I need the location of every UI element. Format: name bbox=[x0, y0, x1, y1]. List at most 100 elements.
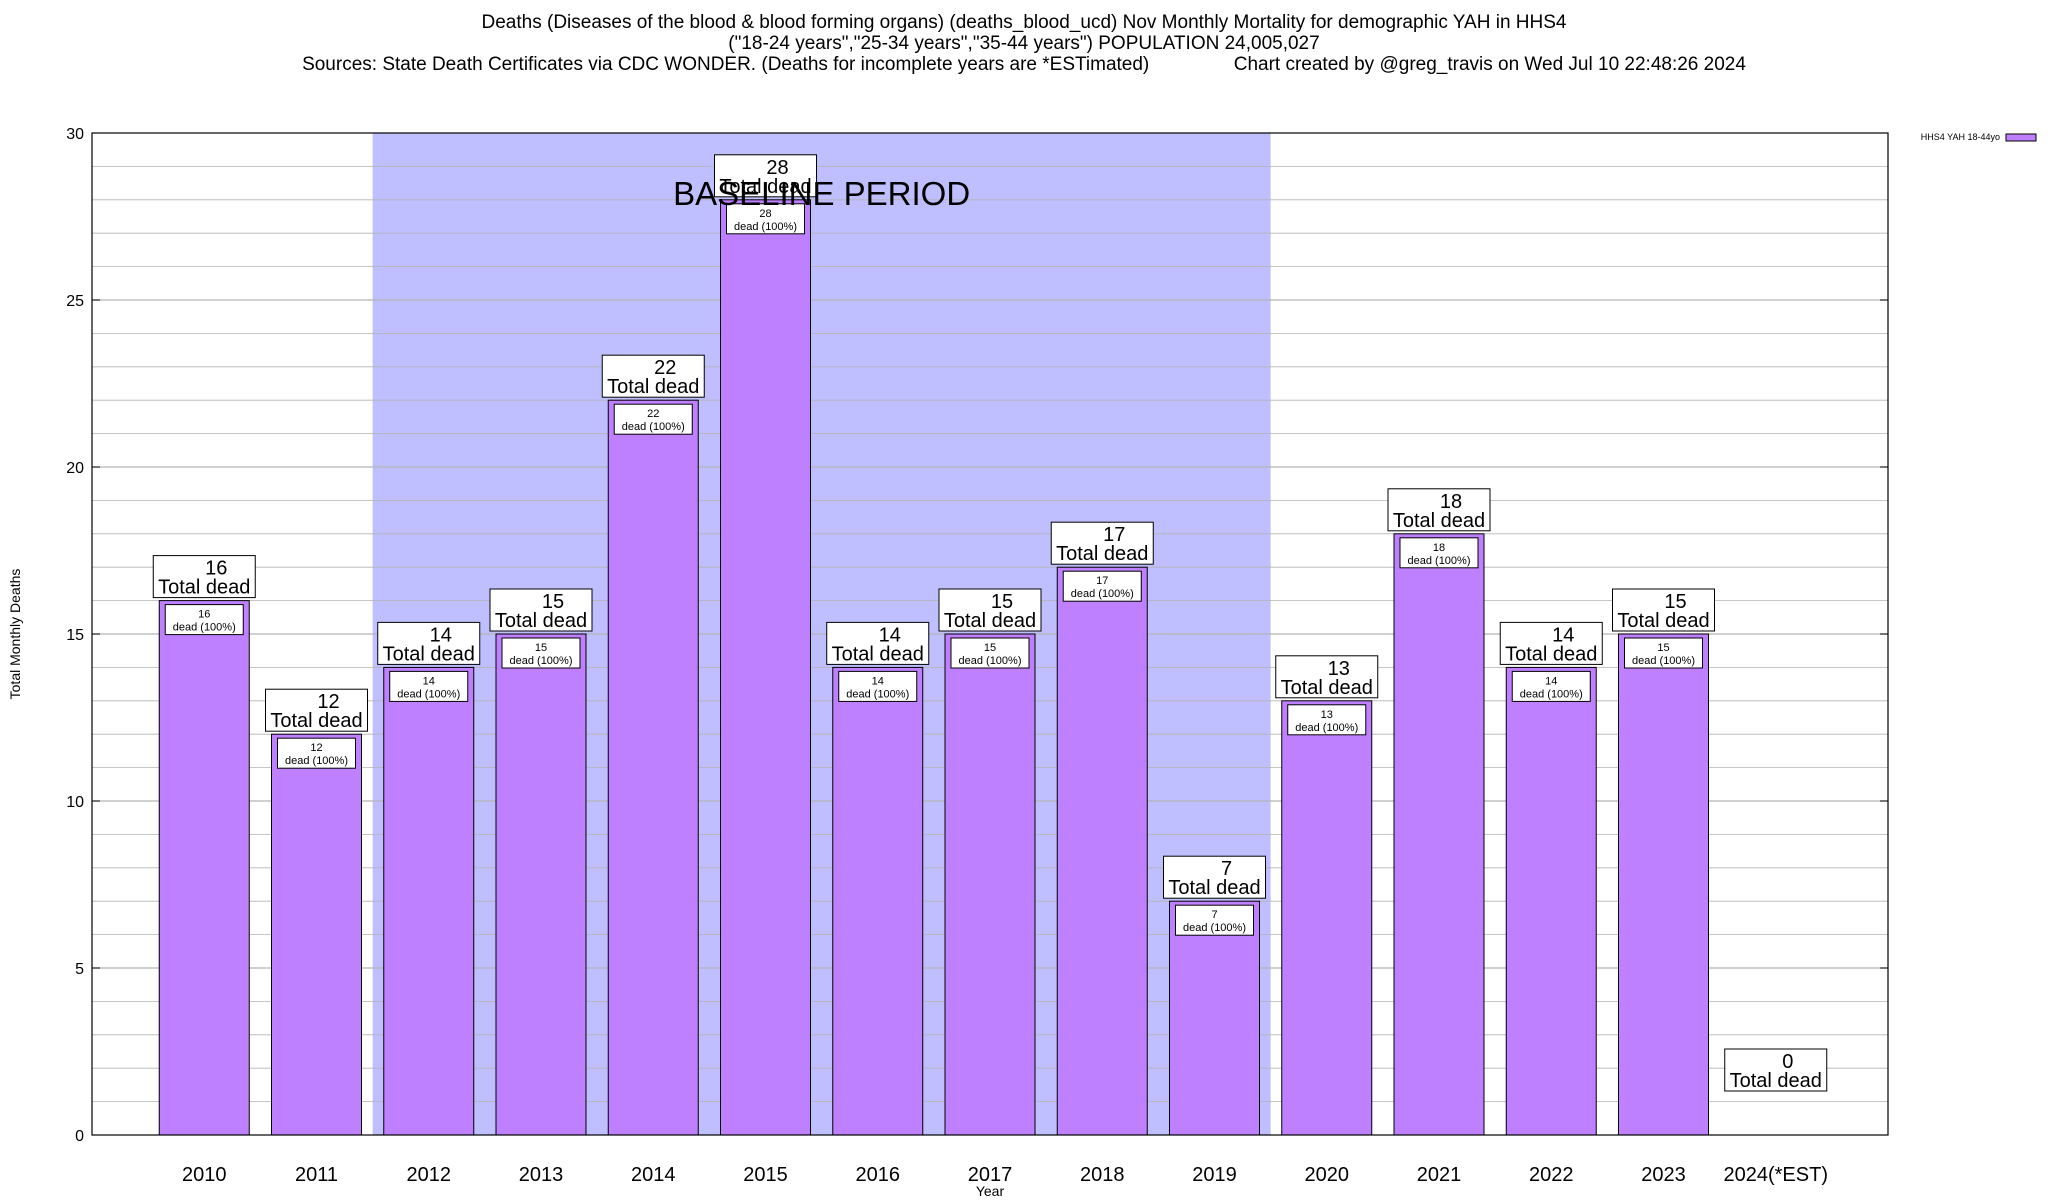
x-tick-label: 2022 bbox=[1529, 1164, 1574, 1186]
y-tick-label: 20 bbox=[66, 460, 84, 477]
total-label-box bbox=[1612, 588, 1715, 632]
total-label-suffix: Total dead bbox=[1505, 643, 1597, 665]
total-label-box bbox=[938, 588, 1042, 632]
total-label-value: 7 bbox=[1221, 858, 1232, 880]
inner-label-box bbox=[389, 670, 469, 702]
bar-2016 bbox=[832, 666, 924, 1136]
y-tick-label: 15 bbox=[66, 627, 84, 644]
bar-2019 bbox=[1169, 900, 1260, 1136]
x-tick-label: 2016 bbox=[856, 1164, 901, 1186]
total-label-box bbox=[714, 154, 817, 198]
inner-label-value: 15 bbox=[984, 642, 996, 654]
chart-subtitle-sources: Sources: State Death Certificates via CD… bbox=[302, 54, 1746, 75]
x-tick-label: 2013 bbox=[519, 1164, 564, 1186]
inner-label-box bbox=[1175, 904, 1254, 936]
bar-2010 bbox=[158, 600, 250, 1136]
inner-label-value: 28 bbox=[759, 208, 771, 220]
total-label-box bbox=[1050, 521, 1154, 565]
inner-label-suffix: dead (100%) bbox=[397, 688, 460, 700]
x-tick-label: 2023 bbox=[1641, 1164, 1686, 1186]
total-label-suffix: Total dead bbox=[1056, 543, 1148, 565]
bar-2014 bbox=[607, 399, 699, 1136]
total-label-value: 0 bbox=[1782, 1051, 1793, 1073]
x-tick-label: 2015 bbox=[743, 1164, 788, 1186]
x-tick-label: 2011 bbox=[295, 1164, 338, 1186]
total-label-suffix: Total dead bbox=[270, 710, 362, 732]
bar-2022 bbox=[1505, 666, 1597, 1136]
inner-label-value: 22 bbox=[647, 408, 659, 420]
legend-label: HHS4 YAH 18-44yo bbox=[1921, 132, 2000, 142]
bars bbox=[158, 199, 1709, 1136]
total-label-box bbox=[1387, 488, 1491, 532]
y-tick-label: 25 bbox=[66, 293, 84, 310]
x-tick-label: 2012 bbox=[407, 1164, 452, 1186]
bar-2021 bbox=[1393, 533, 1485, 1136]
total-label-box bbox=[152, 555, 256, 599]
y-tick-label: 10 bbox=[66, 794, 84, 811]
inner-label-suffix: dead (100%) bbox=[1632, 655, 1695, 667]
x-tick-label: 2024(*EST) bbox=[1724, 1164, 1829, 1186]
total-label-suffix: Total dead bbox=[832, 643, 924, 665]
total-label-suffix: Total dead bbox=[719, 176, 811, 198]
bar-2023 bbox=[1618, 633, 1709, 1136]
total-label-suffix: Total dead bbox=[1730, 1070, 1822, 1092]
bar-2013 bbox=[495, 633, 587, 1136]
inner-label-value: 15 bbox=[535, 642, 547, 654]
inner-label-suffix: dead (100%) bbox=[622, 421, 685, 433]
inner-label-box bbox=[1624, 637, 1703, 669]
inner-label-suffix: dead (100%) bbox=[734, 221, 797, 233]
baseline-period-label: BASELINE PERIOD bbox=[673, 175, 970, 212]
x-tick-label: 2019 bbox=[1192, 1164, 1237, 1186]
total-label-suffix: Total dead bbox=[1393, 510, 1485, 532]
inner-label-box bbox=[613, 403, 693, 435]
total-label-suffix: Total dead bbox=[1617, 610, 1709, 632]
inner-label-suffix: dead (100%) bbox=[1295, 722, 1358, 734]
bar-2017 bbox=[944, 633, 1036, 1136]
y-axis-label: Total Monthly Deaths bbox=[7, 569, 23, 700]
total-label-box bbox=[265, 688, 368, 732]
y-tick-label: 30 bbox=[66, 126, 84, 143]
total-label-value: 22 bbox=[654, 357, 676, 379]
inner-label-value: 12 bbox=[310, 742, 322, 754]
x-tick-label: 2017 bbox=[968, 1164, 1013, 1186]
total-label-value: 28 bbox=[766, 157, 788, 179]
total-label-value: 16 bbox=[205, 558, 227, 580]
inner-label-box bbox=[277, 737, 356, 769]
inner-label-box bbox=[1287, 704, 1367, 736]
x-axis-label: Year bbox=[976, 1183, 1005, 1199]
inner-label-box bbox=[950, 637, 1030, 669]
axes bbox=[91, 132, 1889, 1136]
bar-2011 bbox=[271, 733, 362, 1136]
inner-label-box bbox=[726, 203, 805, 235]
inner-label-suffix: dead (100%) bbox=[846, 688, 909, 700]
inner-label-suffix: dead (100%) bbox=[285, 755, 348, 767]
total-label-box bbox=[489, 588, 593, 632]
total-label-suffix: Total dead bbox=[495, 610, 587, 632]
total-label-value: 13 bbox=[1328, 658, 1350, 680]
total-label-suffix: Total dead bbox=[1281, 677, 1373, 699]
inner-label-suffix: dead (100%) bbox=[959, 655, 1022, 667]
total-label-value: 17 bbox=[1103, 524, 1125, 546]
y-tick-label: 0 bbox=[75, 1128, 84, 1145]
inner-label-box bbox=[1062, 570, 1142, 602]
